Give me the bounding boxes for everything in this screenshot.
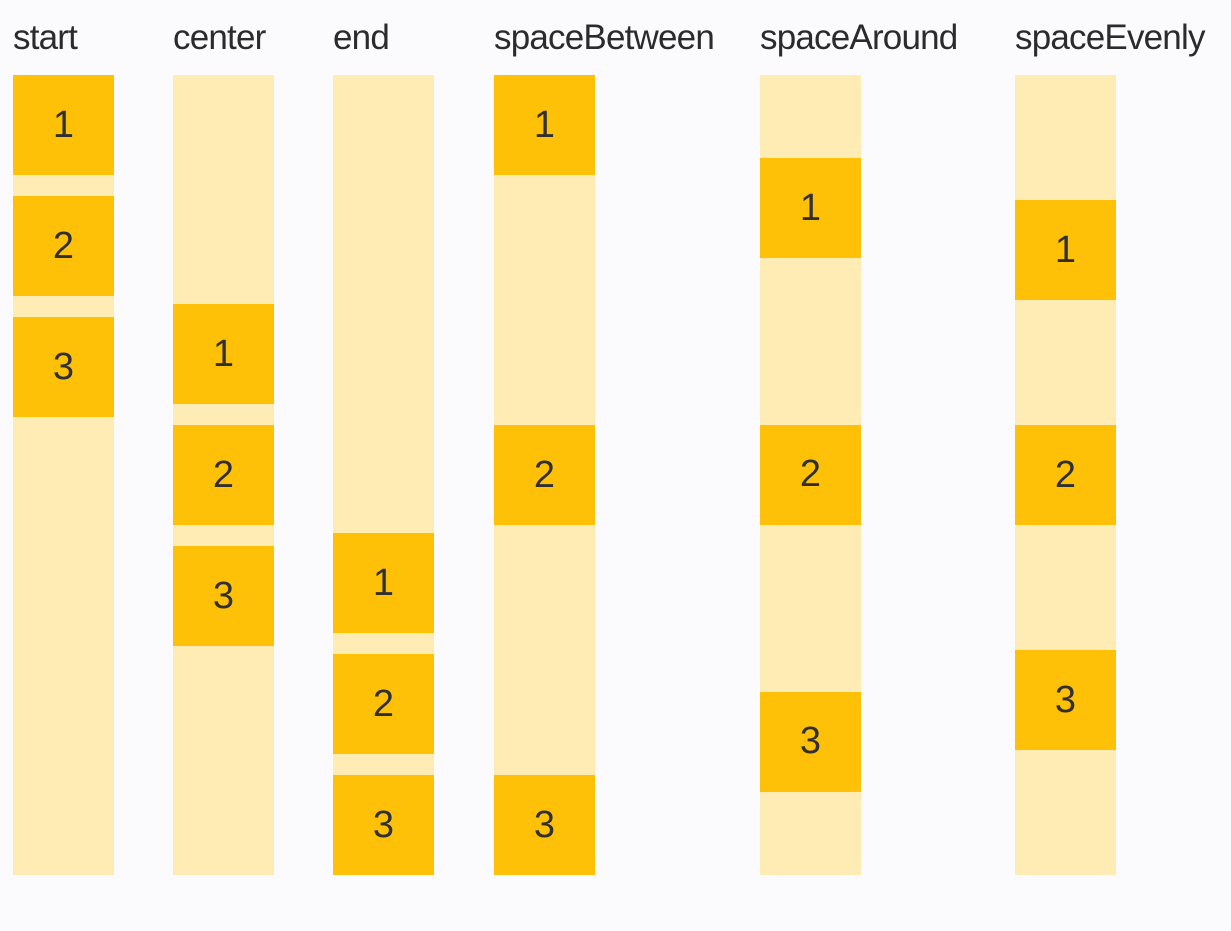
alignment-label: end xyxy=(333,18,390,57)
column-end: end 1 2 3 xyxy=(333,20,434,875)
flex-item: 1 xyxy=(1015,200,1116,300)
flex-track: 1 2 3 xyxy=(760,75,861,875)
flex-item: 2 xyxy=(1015,425,1116,525)
alignment-label: center xyxy=(173,18,266,57)
column-space-evenly: spaceEvenly 1 2 3 xyxy=(1015,20,1205,875)
column-center: center 1 2 3 xyxy=(173,20,274,875)
column-space-around: spaceAround 1 2 3 xyxy=(760,18,958,875)
flex-item: 3 xyxy=(13,317,114,417)
alignment-label: spaceBetween xyxy=(494,18,715,57)
flex-item: 2 xyxy=(333,654,434,754)
column-start: start 1 2 3 xyxy=(13,20,114,875)
flex-item: 2 xyxy=(173,425,274,525)
flex-item: 3 xyxy=(173,546,274,646)
column-space-between: spaceBetween 1 2 3 xyxy=(494,18,715,875)
flex-item: 3 xyxy=(333,775,434,875)
flex-item: 1 xyxy=(760,158,861,259)
flex-item: 2 xyxy=(13,196,114,296)
flex-item: 3 xyxy=(1015,650,1116,750)
alignment-label: spaceEvenly xyxy=(1015,18,1205,57)
flex-item: 3 xyxy=(494,775,595,875)
flex-item: 3 xyxy=(760,691,861,792)
flex-item: 2 xyxy=(494,425,595,525)
alignment-label: start xyxy=(13,18,78,57)
flex-item: 1 xyxy=(333,533,434,633)
flex-track: 1 2 3 xyxy=(494,75,595,875)
flex-track: 1 2 3 xyxy=(173,75,274,875)
flex-item: 2 xyxy=(760,424,861,525)
flex-item: 1 xyxy=(173,304,274,404)
flex-track: 1 2 3 xyxy=(13,75,114,875)
flex-track: 1 2 3 xyxy=(333,75,434,875)
flex-item: 1 xyxy=(13,75,114,175)
flex-track: 1 2 3 xyxy=(1015,75,1116,875)
flex-item: 1 xyxy=(494,75,595,175)
alignment-label: spaceAround xyxy=(760,18,958,57)
